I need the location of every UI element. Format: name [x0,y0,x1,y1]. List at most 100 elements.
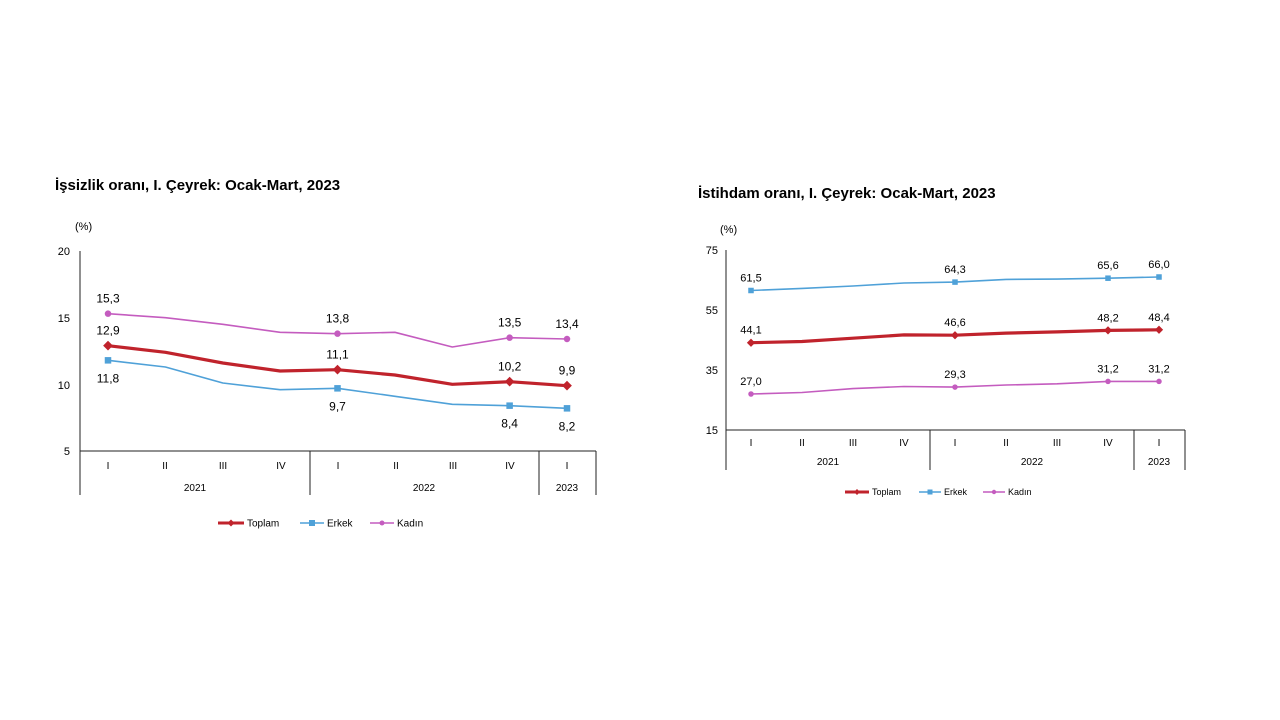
data-point [103,340,113,351]
plot-area: 12,9 11,1 10,2 9,9 11,8 9,7 8,4 8,2 15,3 13,8 13,5… [96,292,579,434]
legend-label: Toplam [872,487,901,497]
data-label: 15,3 [96,292,120,306]
y-tick-label: 75 [706,245,718,257]
x-tick-label: III [219,461,227,472]
chart-title: İşsizlik oranı, I. Çeyrek: Ocak-Mart, 20… [55,177,340,194]
year-label: 2023 [556,483,579,494]
data-label: 12,9 [96,324,120,338]
data-point [104,310,112,317]
data-label: 31,2 [1097,363,1118,375]
legend-label: Toplam [247,519,279,530]
x-tick-label: I [1158,438,1161,449]
x-tick-label: IV [276,461,286,472]
data-label: 48,2 [1097,312,1118,324]
data-point [104,357,112,364]
data-label: 13,5 [498,316,522,330]
data-point [748,391,754,397]
x-tick-label: I [337,461,340,472]
data-label: 48,4 [1148,312,1169,324]
legend-item-toplam: Toplam [218,519,279,530]
data-label: 10,2 [498,360,522,374]
data-label: 9,7 [329,399,346,413]
x-tick-label: II [162,461,168,472]
x-tick-label: III [449,461,457,472]
legend-label: Kadın [1008,487,1032,497]
data-point [504,376,515,387]
y-tick-label: 55 [706,305,718,317]
data-point [1156,274,1162,280]
year-label: 2022 [413,483,436,494]
data-label: 65,6 [1097,260,1118,272]
year-label: 2021 [184,483,207,494]
y-tick-label: 35 [706,365,718,377]
legend-item-kadin: Kadın [370,519,423,530]
axis-frame [79,251,597,495]
data-label: 66,0 [1148,259,1169,271]
y-tick-label: 15 [58,313,70,325]
y-unit-label: (%) [720,224,737,236]
x-tick-label: III [849,438,857,449]
x-year-labels: 2021 2022 2023 [817,457,1171,468]
data-label: 9,9 [559,364,576,378]
data-point [748,287,754,294]
data-point [746,338,756,347]
y-axis-ticks: 75 55 35 15 [706,245,718,437]
y-tick-label: 20 [58,246,70,258]
legend-marker [309,520,315,526]
legend-marker [227,519,235,527]
data-point [332,364,343,375]
data-point [563,335,571,343]
data-label: 31,2 [1148,363,1169,375]
year-label: 2021 [817,457,840,468]
data-label: 44,1 [740,325,761,337]
legend-item-erkek: Erkek [300,519,354,530]
legend: Toplam Erkek Kadın [218,519,423,530]
legend-marker [854,489,860,495]
x-tick-label: IV [899,438,909,449]
data-label: 61,5 [740,273,761,285]
data-point [562,380,572,391]
data-point [563,405,571,412]
data-point [506,402,513,409]
x-tick-label: II [393,461,399,472]
legend: Toplam Erkek Kadın [845,487,1032,497]
data-label: 13,4 [555,317,579,331]
x-tick-label: II [1003,438,1009,449]
series-kadin: 27,0 29,3 31,2 31,2 [740,363,1170,397]
y-tick-label: 15 [706,425,718,437]
data-point [334,330,341,337]
year-label: 2023 [1148,457,1171,468]
data-label: 11,8 [97,371,120,385]
legend-item-erkek: Erkek [919,487,968,497]
axis-frame [725,250,1186,470]
employment-chart: İstihdam oranı, I. Çeyrek: Ocak-Mart, 20… [698,185,1186,497]
plot-area: 44,1 46,6 48,2 48,4 61,5 64,3 65,6 66,0 27,0 29,3… [740,259,1170,397]
data-label: 64,3 [944,264,965,276]
series-kadin: 15,3 13,8 13,5 13,4 [96,292,579,348]
x-tick-label: III [1053,438,1061,449]
x-category-labels: I II III IV I II III IV I [107,461,569,472]
x-tick-label: IV [505,461,515,472]
data-point [1156,378,1162,385]
data-label: 8,4 [501,417,518,431]
series-toplam: 44,1 46,6 48,2 48,4 [740,312,1170,347]
data-point [1103,326,1113,335]
data-label: 29,3 [944,369,965,381]
x-tick-label: I [566,461,569,472]
data-point [334,385,341,392]
x-category-labels: I II III IV I II III IV I [750,438,1161,449]
data-point [1105,275,1111,281]
data-label: 27,0 [740,376,761,388]
y-tick-label: 5 [64,446,70,458]
legend-item-toplam: Toplam [845,487,901,497]
x-tick-label: I [750,438,753,449]
data-label: 8,2 [559,419,576,433]
data-point [952,279,958,285]
unemployment-chart: İşsizlik oranı, I. Çeyrek: Ocak-Mart, 20… [55,177,597,530]
x-tick-label: I [954,438,957,449]
legend-label: Erkek [327,519,354,530]
x-tick-label: I [107,461,110,472]
x-tick-label: IV [1103,438,1113,449]
legend-marker [991,489,997,495]
